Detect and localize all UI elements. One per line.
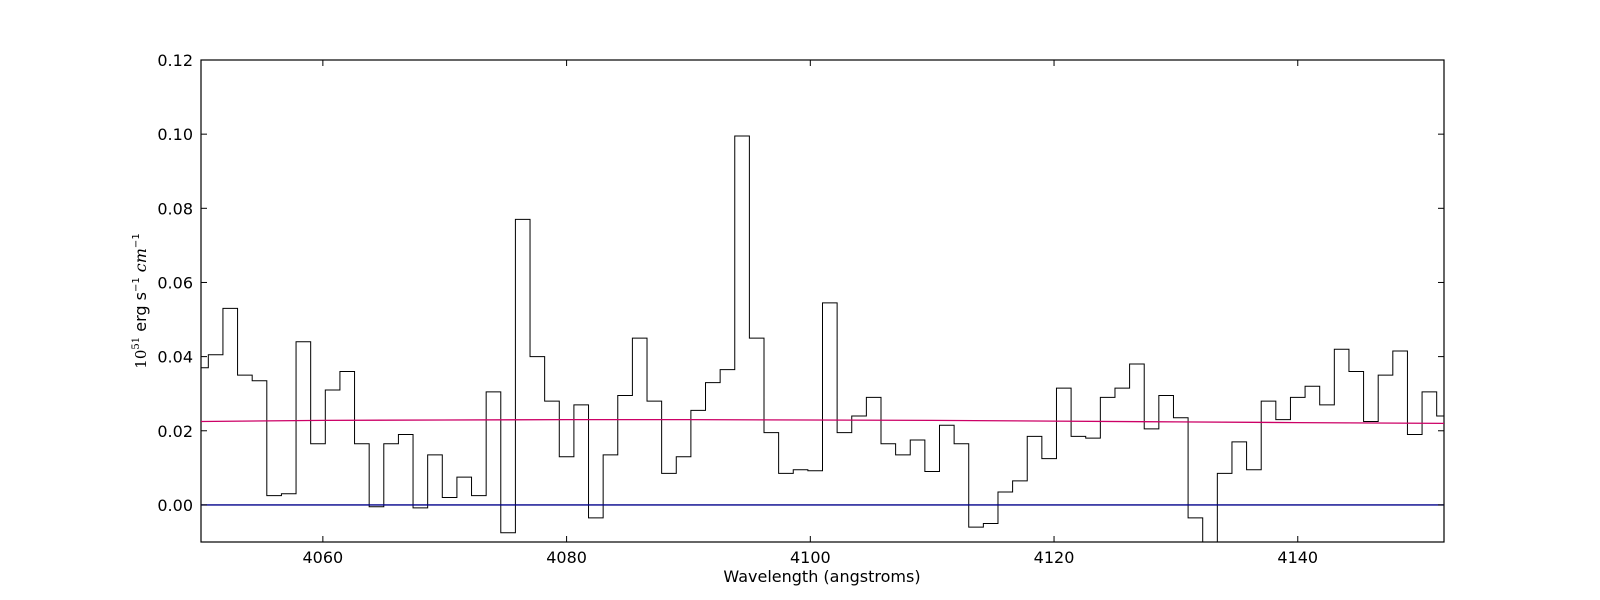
x-tick-label: 4140 <box>1277 548 1318 567</box>
series-line-0 <box>201 135 1444 542</box>
y-label-exp: 51 <box>131 337 142 350</box>
y-label-unit1-exp: −1 <box>131 277 142 292</box>
y-tick-label: 0.04 <box>157 348 193 367</box>
y-tick-label: 0.12 <box>157 51 193 70</box>
y-label-unit1: erg s <box>131 292 150 332</box>
y-tick-label: 0.06 <box>157 273 193 292</box>
x-tick-label: 4100 <box>790 548 831 567</box>
y-axis-ticks: 0.00 0.02 0.04 0.06 0.08 0.10 0.12 <box>157 51 1444 515</box>
y-axis-label: 1051 erg s−1 cm−1 <box>131 233 150 368</box>
x-axis-label: Wavelength (angstroms) <box>723 567 920 586</box>
series-line-1 <box>201 418 1444 425</box>
y-tick-label: 0.08 <box>157 199 193 218</box>
series-layer <box>201 135 1444 542</box>
y-label-unit2: cm <box>131 248 150 272</box>
y-tick-label: 0.02 <box>157 422 193 441</box>
y-tick-label: 0.10 <box>157 125 193 144</box>
y-label-base: 10 <box>132 350 150 369</box>
y-tick-label: 0.00 <box>157 496 193 515</box>
x-tick-label: 4120 <box>1034 548 1075 567</box>
x-tick-label: 4080 <box>546 548 587 567</box>
x-axis-ticks: 4060 4080 4100 4120 4140 <box>303 60 1318 567</box>
y-label-unit2-exp: −1 <box>131 233 142 248</box>
x-tick-label: 4060 <box>303 548 344 567</box>
svg-text:1051 erg s−1 cm−1: 1051 erg s−1 cm−1 <box>131 233 150 368</box>
